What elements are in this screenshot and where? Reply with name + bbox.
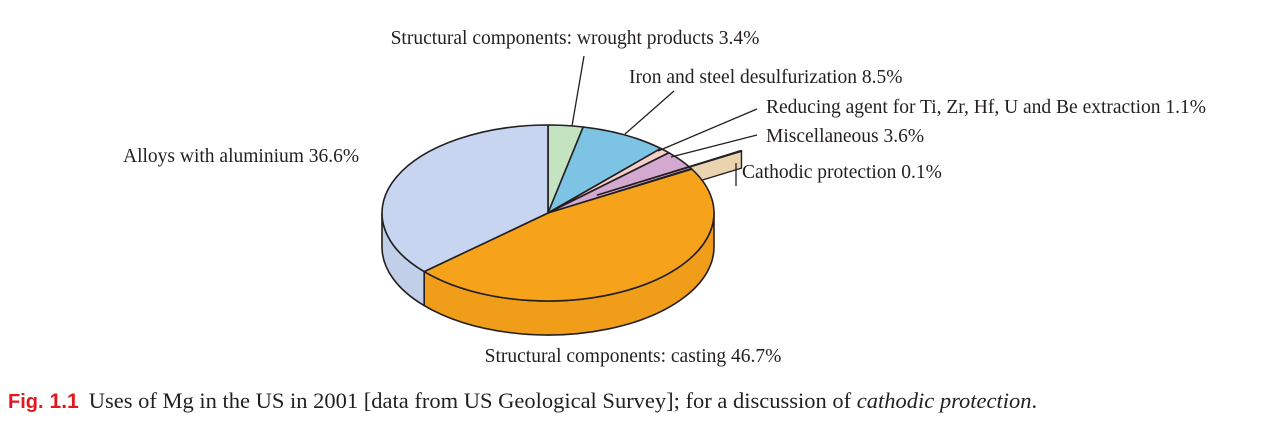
pie-top-faces (381, 124, 743, 302)
slice-label-1: Iron and steel desulfurization 8.5% (629, 67, 902, 88)
slice-label-4: Cathodic protection 0.1% (742, 162, 942, 183)
slice-6 (381, 124, 549, 273)
slice-label-5: Structural components: casting 46.7% (485, 346, 782, 367)
caption-text: Uses of Mg in the US in 2001 [data from … (88, 388, 857, 413)
slice-label-3: Miscellaneous 3.6% (766, 126, 924, 147)
caption-italic-text: cathodic protection (856, 388, 1032, 413)
slice-4 (596, 149, 743, 196)
slice-label-2: Reducing agent for Ti, Zr, Hf, U and Be … (766, 97, 1206, 118)
leader-lines (571, 55, 758, 186)
leader-line-1 (624, 90, 675, 135)
pie-chart: Structural components: wrought products … (123, 28, 1206, 367)
slice-5 (423, 168, 715, 302)
slice-1 (547, 126, 662, 214)
slice-label-0: Structural components: wrought products … (391, 28, 760, 49)
slice-labels: Structural components: wrought products … (123, 28, 1206, 367)
leader-line-0 (571, 55, 585, 127)
caption-fig-number: 1.1 (49, 390, 79, 413)
leader-line-3 (670, 134, 758, 158)
slice-label-6: Alloys with aluminium 36.6% (123, 146, 359, 167)
caption-fig-word: Fig. (8, 391, 44, 413)
caption-end: . (1031, 388, 1038, 413)
figure-caption: Fig. 1.1 Uses of Mg in the US in 2001 [dat… (8, 386, 1258, 417)
leader-line-2 (657, 108, 758, 152)
